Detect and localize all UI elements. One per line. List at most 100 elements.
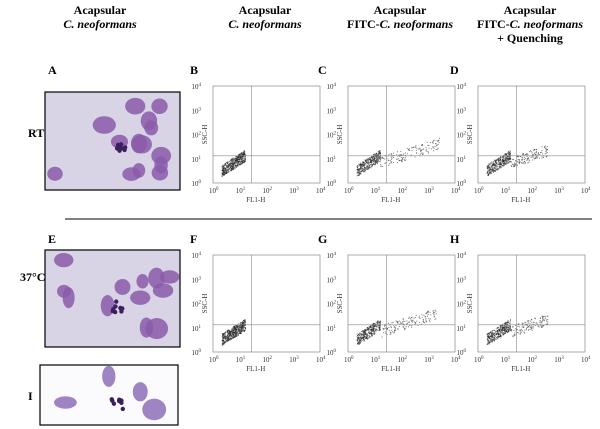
event-dot [226,161,228,163]
event-dot [529,151,531,153]
event-dot [242,157,244,159]
event-dot [504,154,506,156]
event-dot [498,337,500,339]
event-dot [495,328,497,330]
cell [159,270,180,284]
event-dot [221,175,223,177]
event-dot [358,173,360,175]
event-dot [491,169,493,171]
event-dot [488,341,490,343]
event-dot [497,336,499,338]
event-dot [236,333,238,335]
event-dot [411,320,413,322]
event-dot [497,331,499,333]
event-dot [241,327,243,329]
event-dot [497,169,499,171]
event-dot [402,156,404,158]
event-dot [489,168,491,170]
event-dot [494,160,496,162]
event-dot [488,343,490,345]
event-dot [504,160,506,162]
event-dot [376,157,378,159]
x-tick-label: 104 [581,187,591,195]
event-dot [373,159,375,161]
event-dot [237,334,239,336]
event-dot [233,335,235,337]
event-dot [227,332,229,334]
tick-base: 10 [424,356,432,364]
event-dot [234,167,236,169]
event-dot [387,322,389,324]
event-dot [227,162,229,164]
tick-base: 10 [263,356,271,364]
event-dot [367,158,369,160]
event-dot [520,328,522,330]
event-dot [224,164,226,166]
event-dot [358,169,360,171]
event-dot [535,322,537,324]
event-dot [494,164,496,166]
event-dot [415,322,417,324]
event-dot [227,166,229,168]
event-dot [505,326,507,328]
event-dot [228,329,230,331]
event-dot [437,144,439,146]
event-dot [367,337,369,339]
event-dot [509,152,511,154]
event-dot [393,331,395,333]
event-dot [238,162,240,164]
event-dot [528,160,530,162]
tick-exponent: 0 [199,180,202,185]
event-dot [541,326,543,328]
event-dot [542,326,544,328]
event-dot [223,336,225,338]
y-tick-label: 104 [457,83,467,91]
event-dot [492,163,494,165]
event-dot [502,327,504,329]
event-dot [228,330,230,332]
event-dot [222,171,224,173]
event-dot [536,323,538,325]
event-dot [222,173,224,175]
event-dot [232,331,234,333]
y-tick-label: 103 [192,107,202,115]
event-dot [385,162,387,164]
event-dot [239,327,241,329]
event-dot [494,159,496,161]
event-dot [494,161,496,163]
event-dot [390,153,392,155]
event-dot [493,171,495,173]
event-dot [363,336,365,338]
y-tick-label: 103 [327,276,337,284]
event-dot [435,313,437,315]
event-dot [240,323,242,325]
event-dot [240,332,242,334]
tick-exponent: 2 [405,356,408,361]
event-dot [234,159,236,161]
event-dot [506,326,508,328]
event-dot [502,334,504,336]
event-dot [363,164,365,166]
event-dot [528,326,530,328]
event-dot [528,161,530,163]
event-dot [488,337,490,339]
event-dot [377,322,379,324]
event-dot [510,153,512,155]
event-dot [543,316,545,318]
event-dot [539,320,541,322]
event-dot [499,161,501,163]
event-dot [547,321,549,323]
event-dot [436,140,438,142]
event-dot [503,158,505,160]
event-dot [542,156,544,158]
event-dot [224,339,226,341]
event-dot [372,160,374,162]
cell [54,396,77,409]
event-dot [498,160,500,162]
event-dot [368,331,370,333]
event-dot [378,329,380,331]
event-dot [235,327,237,329]
plot-frame [212,85,321,184]
event-dot [234,163,236,165]
event-dot [544,146,546,148]
